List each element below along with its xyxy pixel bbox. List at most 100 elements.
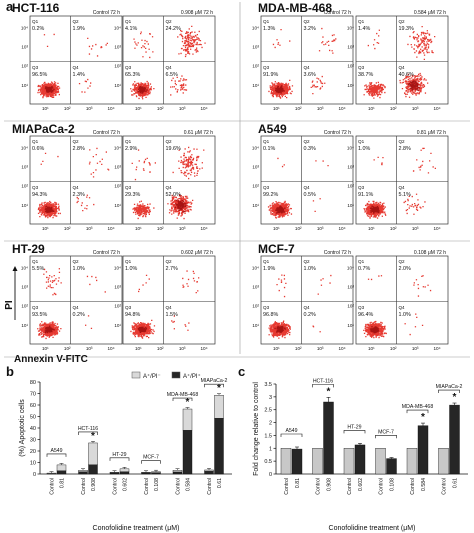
y-tick-label: 10² [114,184,121,189]
x-tick-label: 10⁴ [434,106,441,111]
plot-condition-label: 0.602 μM 72 h [181,250,213,256]
quadrant-q3-value: 94.3% [32,192,47,198]
dot-plot-5-treated: Q1 0.7% Q2 2.0% Q3 96.4% Q4 1.0% 0.108 μM 72 h 10… [347,250,449,351]
quadrant-q4-value: 0.2% [303,312,315,318]
quadrant-q4-label: Q4 [303,305,310,310]
b-x-tick-label: 0.584 [186,478,192,491]
quadrant-q2-value: 0.3% [303,146,315,152]
x-tick-label: 10² [157,346,164,351]
x-tick-label: 10³ [317,226,324,231]
pi-axis-arrowhead [12,266,18,271]
c-y-tick-label: 0.5 [264,459,272,465]
quadrant-q3-value: 91.1% [358,192,373,198]
c-group-bracket [375,434,397,439]
panel-a-label: a [6,0,14,14]
b-bar-early [56,464,67,471]
cell-events-dense [275,205,286,214]
b-y-tick-label: 30 [30,438,36,444]
quadrant-q2-label: Q2 [72,139,79,144]
quadrant-q2-label: Q2 [72,19,79,24]
dot-plot-2-control: Q1 0.6% Q2 2.8% Q3 94.3% Q4 2.3% Control 72 h 10¹… [21,130,123,231]
quadrant-q4-value: 0.2% [72,312,84,318]
quadrant-q4-label: Q4 [72,305,79,310]
y-tick-label: 10² [21,304,28,309]
c-bar [354,444,366,475]
cell-events-dense [44,325,55,334]
c-y-tick-label: 1.5 [264,433,272,439]
quadrant-q4-label: Q4 [398,305,405,310]
quadrant-q1-label: Q1 [125,259,132,264]
b-y-tick-label: 50 [30,415,36,421]
quadrant-q4-label: Q4 [303,185,310,190]
y-tick-label: 10² [347,304,354,309]
c-x-tick-label: 0.61 [453,478,459,488]
x-tick-label: 10² [64,346,71,351]
b-x-tick-label: Control [81,478,87,495]
b-y-tick-label: 20 [30,449,36,455]
x-tick-label: 10¹ [42,106,49,111]
b-x-tick-label: 0.81 [60,478,66,488]
x-tick-label: 10⁴ [108,226,115,231]
b-x-axis-title: Conofolidine treatment (μM) [93,525,180,532]
b-bar-early [141,472,151,474]
c-group-label: HCT-116 [313,378,333,384]
quadrant-q2-value: 1.0% [72,266,84,272]
b-group-label: MDA-MB-468 [167,392,199,398]
y-tick-label: 10⁴ [114,265,121,270]
c-group-label: MDA-MB-468 [402,404,434,410]
y-tick-label: 10³ [21,45,28,50]
c-significance-star: * [453,392,457,403]
b-bar-late [56,470,67,475]
c-x-tick-label: 0.81 [295,478,301,488]
cell-events [267,157,329,219]
b-bar-late [172,471,183,475]
quadrant-q1-value: 0.7% [358,266,370,272]
quadrant-q2-label: Q2 [303,19,310,24]
c-group-label: A549 [285,428,297,434]
y-tick-label: 10³ [114,165,121,170]
quadrant-q2-label: Q2 [303,139,310,144]
x-tick-label: 10² [64,106,71,111]
b-bar-early [119,468,130,472]
c-x-axis-title: Conofolidine treatment (μM) [329,525,416,532]
y-axis-title-pi: PI [4,300,15,310]
b-group-bracket [46,453,67,457]
quadrant-q3-label: Q3 [263,305,270,310]
c-y-tick-label: 1 [269,446,272,452]
dot-plot-1-control: Q1 1.3% Q2 3.2% Q3 91.9% Q4 3.6% Control 72 h 10¹… [252,10,354,111]
b-group-label: HT-29 [112,452,126,458]
b-bar-early [182,408,193,431]
x-tick-label: 10⁴ [201,346,208,351]
b-bar-late [78,471,88,475]
quadrant-q2-label: Q2 [165,139,172,144]
b-bar-early [151,471,161,473]
y-tick-label: 10³ [114,285,121,290]
cell-events [268,274,332,339]
b-y-tick-label: 40 [30,426,36,432]
x-tick-label: 10³ [179,226,186,231]
x-tick-label: 10¹ [135,106,142,111]
x-tick-label: 10³ [86,106,93,111]
plot-condition-label: Control 72 h [93,250,120,256]
quadrant-q4-value: 1.4% [72,72,84,78]
y-tick-label: 10⁴ [347,25,354,30]
quadrant-q2-label: Q2 [398,259,405,264]
x-tick-label: 10⁴ [434,346,441,351]
x-tick-label: 10¹ [368,106,375,111]
y-tick-label: 10³ [114,45,121,50]
y-tick-label: 10¹ [114,83,121,88]
b-bar-late [214,418,224,475]
quadrant-q2-label: Q2 [165,259,172,264]
quadrant-q4-label: Q4 [72,65,79,70]
y-tick-label: 10² [252,304,259,309]
quadrant-q1-label: Q1 [358,139,365,144]
quadrant-q1-value: 4.1% [125,26,137,32]
dot-plot-2-treated: Q1 2.9% Q2 19.6% Q3 29.3% Q4 52.0% 0.61 μM 72 h 1… [114,130,216,231]
b-significance-star: * [91,431,95,442]
c-y-tick-label: 3 [269,395,272,401]
b-legend-swatch-late [171,371,181,379]
quadrant-q3-value: 94.8% [125,312,140,318]
cell-events-dense [274,325,286,333]
b-bar-early [88,442,98,466]
quadrant-q3-value: 99.2% [263,192,278,198]
